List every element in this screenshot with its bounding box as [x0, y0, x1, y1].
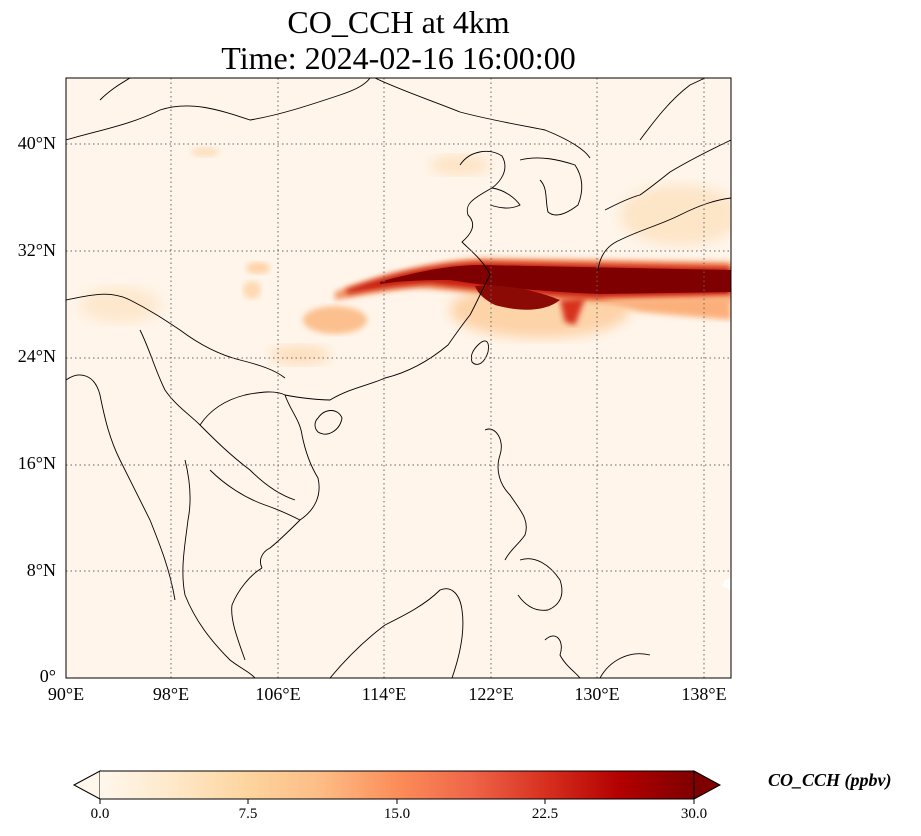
- map-background: [66, 78, 731, 678]
- lat-label-8n: 8°N: [26, 560, 56, 580]
- lat-label-32n: 32°N: [17, 240, 56, 260]
- gridlines: [66, 78, 731, 678]
- lat-label-16n: 16°N: [17, 453, 56, 473]
- colorbar-label: CO_CCH (ppbv): [768, 770, 892, 790]
- lon-label-122e: 122°E: [468, 684, 514, 704]
- map-title: CO_CCH at 4km: [287, 4, 510, 40]
- lon-label-98e: 98°E: [152, 684, 190, 704]
- colorbar: [72, 770, 722, 804]
- lat-label-24n: 24°N: [17, 346, 56, 366]
- coastlines: [66, 78, 731, 678]
- co-concentration-field: [80, 147, 731, 590]
- lon-label-90e: 90°E: [47, 684, 85, 704]
- lat-label-40n: 40°N: [17, 133, 56, 153]
- colorbar-tick-0: 0.0: [90, 806, 110, 822]
- colorbar-tick-30: 30.0: [680, 806, 708, 822]
- colorbar-tick-22-5: 22.5: [531, 806, 559, 822]
- lon-label-130e: 130°E: [574, 684, 620, 704]
- map-timestamp: Time: 2024-02-16 16:00:00: [221, 40, 576, 76]
- lat-label-0: 0°: [39, 666, 56, 686]
- colorbar-tick-7-5: 7.5: [238, 806, 258, 822]
- lon-label-106e: 106°E: [255, 684, 301, 704]
- colorbar-tick-15: 15.0: [383, 806, 411, 822]
- lon-label-138e: 138°E: [681, 684, 727, 704]
- map-frame: [65, 77, 732, 679]
- lon-label-114e: 114°E: [361, 684, 407, 704]
